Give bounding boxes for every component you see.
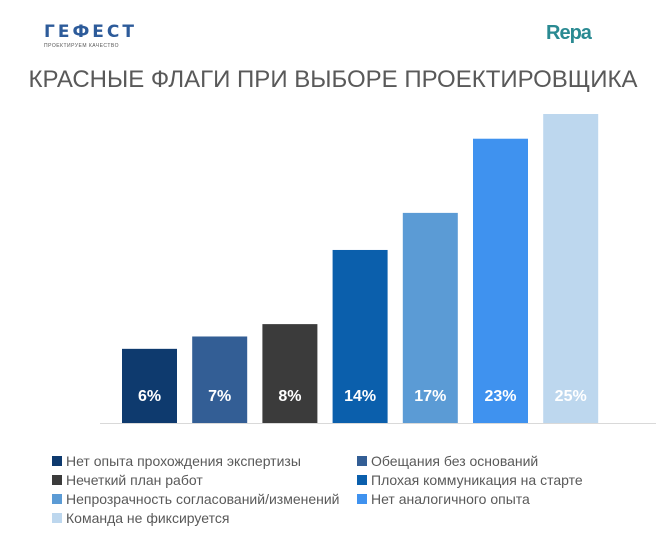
legend-label: Нет опыта прохождения экспертизы — [66, 452, 301, 469]
data-label: 23% — [484, 388, 516, 405]
legend-swatch — [52, 455, 62, 466]
legend-item: Нечеткий план работ — [52, 471, 357, 488]
bar — [122, 348, 177, 423]
bar — [402, 212, 458, 423]
data-label: 8% — [278, 388, 301, 405]
legend-swatch — [357, 474, 367, 485]
data-label: 25% — [555, 388, 587, 405]
legend-swatch — [52, 474, 62, 485]
legend-swatch — [357, 455, 367, 466]
legend-swatch — [357, 493, 367, 504]
legend-item: Обещания без оснований — [357, 452, 612, 469]
bar — [262, 324, 318, 423]
legend-swatch — [52, 493, 62, 504]
legend: Нет опыта прохождения экспертизы Обещания… — [52, 452, 612, 526]
legend-label: Нечеткий план работ — [66, 471, 203, 488]
data-label: 14% — [344, 388, 376, 405]
legend-item: Непрозрачность согласований/изменений — [52, 490, 357, 507]
bar — [473, 138, 528, 423]
legend-label: Непрозрачность согласований/изменений — [66, 490, 340, 507]
chart-title: КРАСНЫЕ ФЛАГИ ПРИ ВЫБОРЕ ПРОЕКТИРОВЩИКА — [28, 66, 638, 93]
gefest-logo: ГЕФЕСТ ПРОЕКТИРУЕМ КАЧЕСТВО — [44, 22, 137, 49]
legend-item: Плохая коммуникация на старте — [357, 471, 612, 488]
bar — [332, 249, 388, 423]
data-label: 6% — [138, 388, 161, 405]
legend-label: Нет аналогичного опыта — [371, 490, 530, 507]
repa-logo: Repa — [546, 22, 592, 44]
legend-label: Команда не фиксируется — [66, 509, 230, 526]
legend-swatch — [52, 512, 62, 523]
legend-label: Обещания без оснований — [371, 452, 539, 469]
legend-label: Плохая коммуникация на старте — [371, 471, 583, 488]
legend-item: Нет опыта прохождения экспертизы — [52, 452, 357, 469]
legend-item: Команда не фиксируется — [52, 509, 357, 526]
data-label: 17% — [414, 388, 446, 405]
legend-item: Нет аналогичного опыта — [357, 490, 612, 507]
data-label: 7% — [208, 388, 231, 405]
bar — [192, 336, 248, 423]
bar — [543, 114, 599, 423]
